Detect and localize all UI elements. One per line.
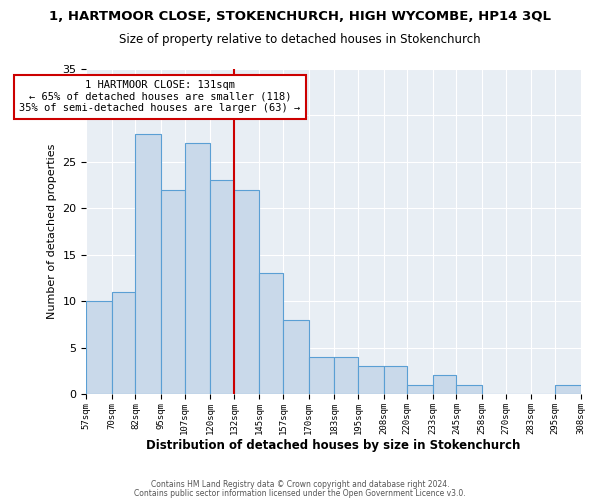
Text: 1 HARTMOOR CLOSE: 131sqm
← 65% of detached houses are smaller (118)
35% of semi-: 1 HARTMOOR CLOSE: 131sqm ← 65% of detach… (19, 80, 301, 114)
Y-axis label: Number of detached properties: Number of detached properties (47, 144, 57, 319)
Bar (457, 385, 482, 394)
Bar (112, 292, 136, 394)
Text: 1, HARTMOOR CLOSE, STOKENCHURCH, HIGH WYCOMBE, HP14 3QL: 1, HARTMOOR CLOSE, STOKENCHURCH, HIGH WY… (49, 10, 551, 23)
Bar (358, 366, 383, 394)
Bar (283, 320, 309, 394)
Bar (136, 134, 161, 394)
Bar (309, 357, 334, 394)
Bar (161, 190, 185, 394)
Bar (185, 144, 210, 394)
Bar (555, 385, 581, 394)
Bar (407, 385, 433, 394)
Bar (86, 301, 112, 394)
Bar (334, 357, 358, 394)
Bar (210, 180, 234, 394)
Text: Contains HM Land Registry data © Crown copyright and database right 2024.: Contains HM Land Registry data © Crown c… (151, 480, 449, 489)
X-axis label: Distribution of detached houses by size in Stokenchurch: Distribution of detached houses by size … (146, 440, 521, 452)
Bar (383, 366, 407, 394)
Bar (234, 190, 259, 394)
Bar (433, 376, 457, 394)
Bar (259, 274, 283, 394)
Text: Size of property relative to detached houses in Stokenchurch: Size of property relative to detached ho… (119, 32, 481, 46)
Text: Contains public sector information licensed under the Open Government Licence v3: Contains public sector information licen… (134, 488, 466, 498)
